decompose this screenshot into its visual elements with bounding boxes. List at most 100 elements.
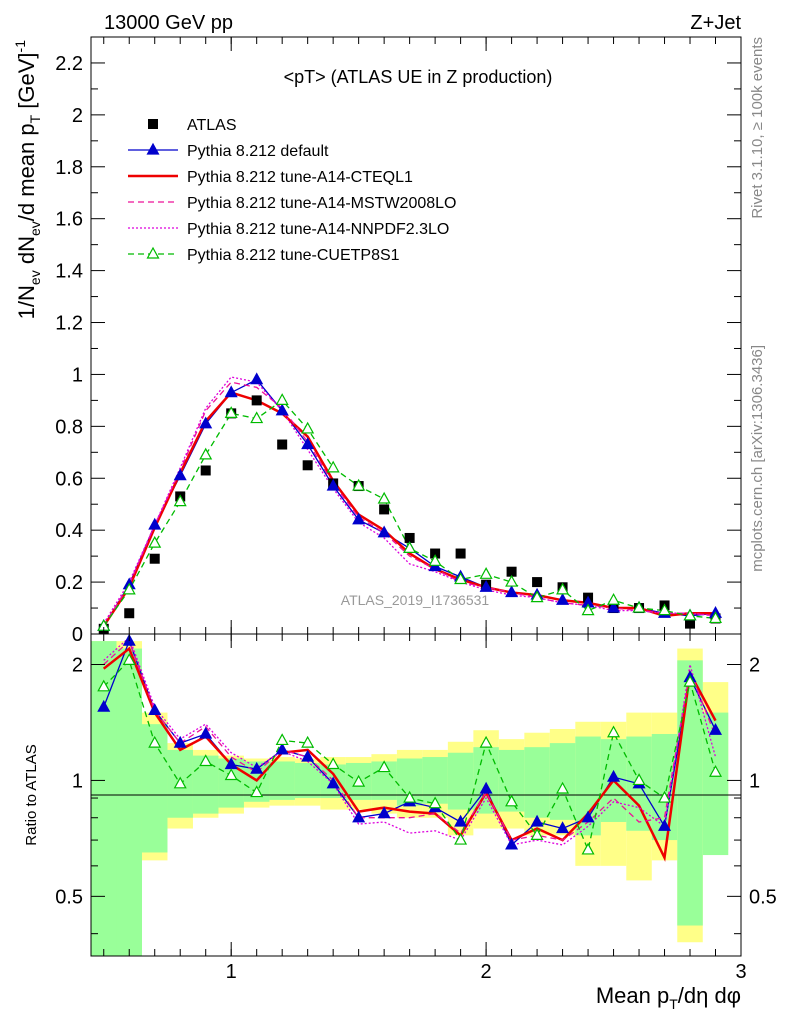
main-ytick-label-0: 0 — [72, 624, 83, 646]
ratio-xtick-label-2: 3 — [735, 961, 746, 983]
main-point-5-11 — [377, 491, 391, 504]
legend-marker-0 — [148, 119, 158, 129]
ratio-point-0-8 — [301, 749, 315, 762]
legend-marker-5 — [146, 246, 160, 259]
main-point-5-7 — [275, 393, 289, 405]
main-point-0-2 — [149, 553, 160, 564]
main-point-0-1 — [124, 608, 135, 619]
ratio-point-4-3 — [173, 776, 187, 789]
ratio-point-0-3 — [173, 735, 187, 748]
ratio-point-4-16 — [505, 794, 519, 807]
main-ytick-label-9: 1.8 — [55, 157, 83, 179]
main-ytick-label-3: 0.6 — [55, 468, 83, 490]
ratio-point-0-15 — [479, 781, 493, 794]
ratio-point-4-18 — [556, 781, 570, 794]
ratio-point-4-14 — [454, 832, 468, 845]
main-point-1-5 — [224, 385, 238, 398]
ratio-point-4-20 — [607, 725, 621, 738]
ratio-y-axis-label: Ratio to ATLAS — [23, 744, 40, 845]
ratio-point-4-17 — [530, 828, 544, 840]
ratio-point-4-11 — [377, 760, 391, 773]
main-ytick-label-5: 1 — [72, 364, 83, 386]
main-point-5-4 — [199, 447, 213, 460]
main-y-axis-label: 1/Nev dNev/d mean pT [GeV]-1 — [12, 40, 43, 320]
main-point-1-16 — [505, 585, 519, 598]
header-right: Z+Jet — [690, 12, 741, 34]
main-ytick-label-4: 0.8 — [55, 416, 83, 438]
main-point-5-20 — [607, 593, 621, 605]
ratio-band-stat-7 — [269, 761, 295, 800]
main-point-1-10 — [352, 512, 366, 525]
main-point-5-13 — [428, 554, 442, 566]
main-series-line-1 — [103, 378, 716, 627]
main-point-5-23 — [683, 608, 697, 621]
ratio-point-0-2 — [148, 703, 162, 715]
main-series-line-3 — [103, 381, 716, 627]
x-axis-label: Mean pT/dη dφ — [596, 983, 741, 1012]
ratio-point-4-2 — [148, 735, 162, 748]
ratio-point-0-18 — [556, 821, 570, 834]
main-point-1-8 — [301, 437, 315, 450]
main-point-0-23 — [685, 618, 696, 629]
ratio-ytick-label-left-2: 2 — [72, 654, 83, 676]
ratio-point-0-9 — [326, 776, 340, 789]
main-point-0-16 — [506, 566, 517, 577]
legend-label-1: Pythia 8.212 default — [187, 143, 329, 160]
legend-label-2: Pythia 8.212 tune-A14-CTEQL1 — [187, 169, 413, 186]
ratio-point-0-20 — [607, 769, 621, 782]
ratio-panel: 0.5 0.5 1 1 2 2 1 2 3 — [55, 633, 777, 983]
main-panel: 0 0.2 0.4 0.6 0.8 1 1.2 1.4 1.6 1.8 2 2.2 <pT> (ATL… — [55, 36, 742, 646]
ratio-series-line-3 — [103, 636, 717, 846]
main-point-5-8 — [301, 421, 315, 434]
ratio-ticks-layer: 0.5 0.5 1 1 2 2 1 2 3 — [55, 634, 777, 983]
ratio-point-4-13 — [428, 796, 442, 809]
ratio-point-0-6 — [250, 761, 264, 774]
ratio-band-stat-8 — [294, 762, 321, 799]
ratio-series-line-2 — [103, 639, 717, 841]
ratio-point-4-8 — [301, 735, 315, 748]
ratio-point-0-14 — [454, 814, 468, 827]
ratio-point-4-0 — [97, 679, 111, 692]
main-point-1-11 — [377, 525, 391, 538]
main-point-1-15 — [479, 580, 493, 592]
main-point-1-9 — [326, 478, 340, 491]
watermark: ATLAS_2019_I1736531 — [341, 592, 490, 608]
ratio-band-stat-15 — [473, 747, 499, 814]
ratio-point-4-21 — [632, 773, 646, 786]
main-point-1-20 — [607, 600, 621, 613]
main-point-5-9 — [326, 460, 340, 473]
ratio-point-0-16 — [505, 837, 519, 850]
main-series-line-4 — [103, 376, 716, 624]
legend-label-4: Pythia 8.212 tune-A14-NNPDF2.3LO — [187, 221, 449, 238]
main-point-1-4 — [199, 416, 213, 429]
main-point-0-8 — [302, 460, 313, 471]
legend-label-0: ATLAS — [187, 117, 237, 134]
main-ytick-label-1: 0.2 — [55, 572, 83, 594]
main-point-5-5 — [224, 406, 238, 418]
ratio-frame — [90, 633, 742, 957]
main-point-5-22 — [658, 603, 672, 616]
legend-marker-1 — [146, 142, 160, 155]
main-point-5-18 — [556, 582, 570, 595]
main-point-0-7 — [277, 439, 288, 450]
ratio-point-4-4 — [199, 754, 213, 767]
ratio-band-stat-24 — [702, 712, 729, 856]
ratio-point-0-22 — [658, 819, 672, 831]
main-point-0-12 — [404, 532, 415, 543]
main-point-5-15 — [479, 567, 493, 579]
ratio-point-4-12 — [403, 790, 417, 803]
ratio-point-0-10 — [352, 810, 366, 823]
ratio-point-0-4 — [199, 726, 213, 739]
main-point-1-2 — [148, 517, 162, 530]
ratio-ytick-label-left-0: 0.5 — [55, 886, 83, 908]
main-point-0-17 — [532, 577, 543, 588]
main-point-5-19 — [581, 603, 595, 616]
ratio-point-4-19 — [581, 842, 595, 855]
ratio-point-0-17 — [530, 814, 544, 827]
ratio-point-0-0 — [97, 699, 111, 712]
main-point-5-12 — [403, 541, 417, 553]
ratio-point-0-19 — [581, 810, 595, 823]
legend-label-5: Pythia 8.212 tune-CUETP8S1 — [187, 247, 400, 264]
rivet-label: Rivet 3.1.10, ≥ 100k events — [749, 37, 766, 219]
ratio-xtick-label-0: 1 — [226, 961, 237, 983]
